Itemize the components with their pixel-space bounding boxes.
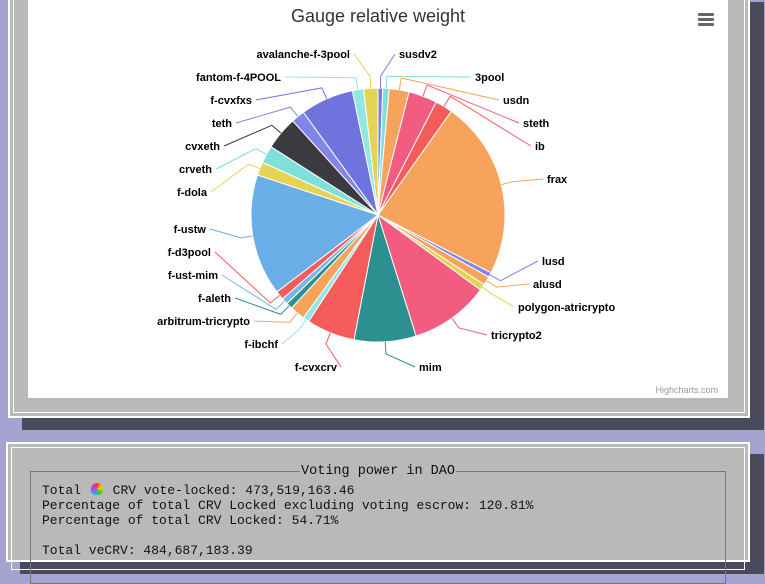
data-label-f-ibchf: f-ibchf xyxy=(244,339,278,351)
vote-locked-value: CRV vote-locked: 473,519,163.46 xyxy=(112,483,355,498)
connector-3pool xyxy=(385,75,472,89)
connector-f-d3pool xyxy=(214,251,281,304)
connector-ib xyxy=(443,95,532,147)
connector-teth xyxy=(235,106,299,124)
connector-frax xyxy=(501,178,544,186)
connector-f-aleth xyxy=(234,297,290,315)
connector-f-cvxfxs xyxy=(255,87,328,101)
data-label-teth: teth xyxy=(212,118,232,130)
voting-power-legend: Voting power in DAO xyxy=(301,464,455,479)
pie-slice-tricrypto2[interactable] xyxy=(377,213,482,337)
connector-cvxeth xyxy=(223,124,282,147)
pie-chart: Gauge relative weight susdv2 3pool usdn ste… xyxy=(157,6,718,395)
total-vote-locked: Total CRV vote-locked: 473,519,163.46 xyxy=(42,483,714,498)
connector-arbitrum-tricrypto xyxy=(253,312,298,323)
data-label-f-ust-mim: f-ust-mim xyxy=(168,270,218,282)
connector-tricrypto2 xyxy=(451,317,488,336)
data-label-f-dola: f-dola xyxy=(177,187,208,199)
pct-total-locked: Percentage of total CRV Locked: 54.71% xyxy=(42,513,339,528)
connector-f-cvxcrv xyxy=(325,332,342,368)
chart-title: Gauge relative weight xyxy=(291,6,465,26)
pie-slice-frax[interactable] xyxy=(377,110,506,274)
data-label-alusd: alusd xyxy=(533,279,562,291)
gauge-weight-chart: Gauge relative weight susdv2 3pool usdn ste… xyxy=(28,0,728,398)
connector-avalanche-f-3pool xyxy=(353,53,372,89)
pct-excluding-escrow: Percentage of total CRV Locked excluding… xyxy=(42,498,534,513)
connector-usdn xyxy=(398,77,500,101)
total-vecrv: Total veCRV: 484,687,183.39 xyxy=(42,543,253,558)
data-label-cvxeth: cvxeth xyxy=(185,141,220,153)
data-label-f-d3pool: f-d3pool xyxy=(168,247,211,259)
data-label-tricrypto2: tricrypto2 xyxy=(491,330,542,342)
data-label-fantom-f-4POOL: fantom-f-4POOL xyxy=(196,72,281,84)
data-label-steth: steth xyxy=(523,118,550,130)
data-label-crveth: crveth xyxy=(179,164,212,176)
connector-steth xyxy=(422,84,520,124)
highcharts-credit[interactable]: Highcharts.com xyxy=(655,385,718,395)
data-label-f-cvxfxs: f-cvxfxs xyxy=(210,95,252,107)
connector-crveth xyxy=(215,148,267,170)
connector-f-ust-mim xyxy=(221,274,286,310)
dao-panel: Voting power in DAO Total CRV vote-locke… xyxy=(6,442,750,584)
total-label: Total xyxy=(42,483,82,498)
connector-alusd xyxy=(486,280,530,288)
data-label-susdv2: susdv2 xyxy=(399,49,437,61)
menu-icon[interactable] xyxy=(698,13,714,26)
connector-mim xyxy=(384,341,416,368)
data-label-arbitrum-tricrypto: arbitrum-tricrypto xyxy=(157,316,250,328)
data-label-mim: mim xyxy=(419,362,442,374)
connector-f-dola xyxy=(210,163,260,193)
data-label-avalanche-f-3pool: avalanche-f-3pool xyxy=(256,49,350,61)
crv-logo-icon xyxy=(90,483,103,495)
connector-f-ibchf xyxy=(281,319,307,345)
voting-power-fieldset: Voting power in DAO Total CRV vote-locke… xyxy=(30,464,726,584)
data-label-polygon-atricrypto: polygon-atricrypto xyxy=(518,302,615,314)
data-label-f-ustw: f-ustw xyxy=(174,224,207,236)
data-label-f-cvxcrv: f-cvxcrv xyxy=(295,362,338,374)
connector-f-ustw xyxy=(209,228,253,239)
data-label-3pool: 3pool xyxy=(475,72,504,84)
data-label-ib: ib xyxy=(535,141,545,153)
data-label-frax: frax xyxy=(547,174,568,186)
connector-fantom-f-4POOL xyxy=(284,76,359,90)
connector-polygon-atricrypto xyxy=(482,286,515,308)
connector-susdv2 xyxy=(379,53,396,89)
data-label-f-aleth: f-aleth xyxy=(198,293,231,305)
data-label-lusd: lusd xyxy=(542,256,565,268)
data-label-usdn: usdn xyxy=(503,95,530,107)
connector-lusd xyxy=(489,260,539,282)
